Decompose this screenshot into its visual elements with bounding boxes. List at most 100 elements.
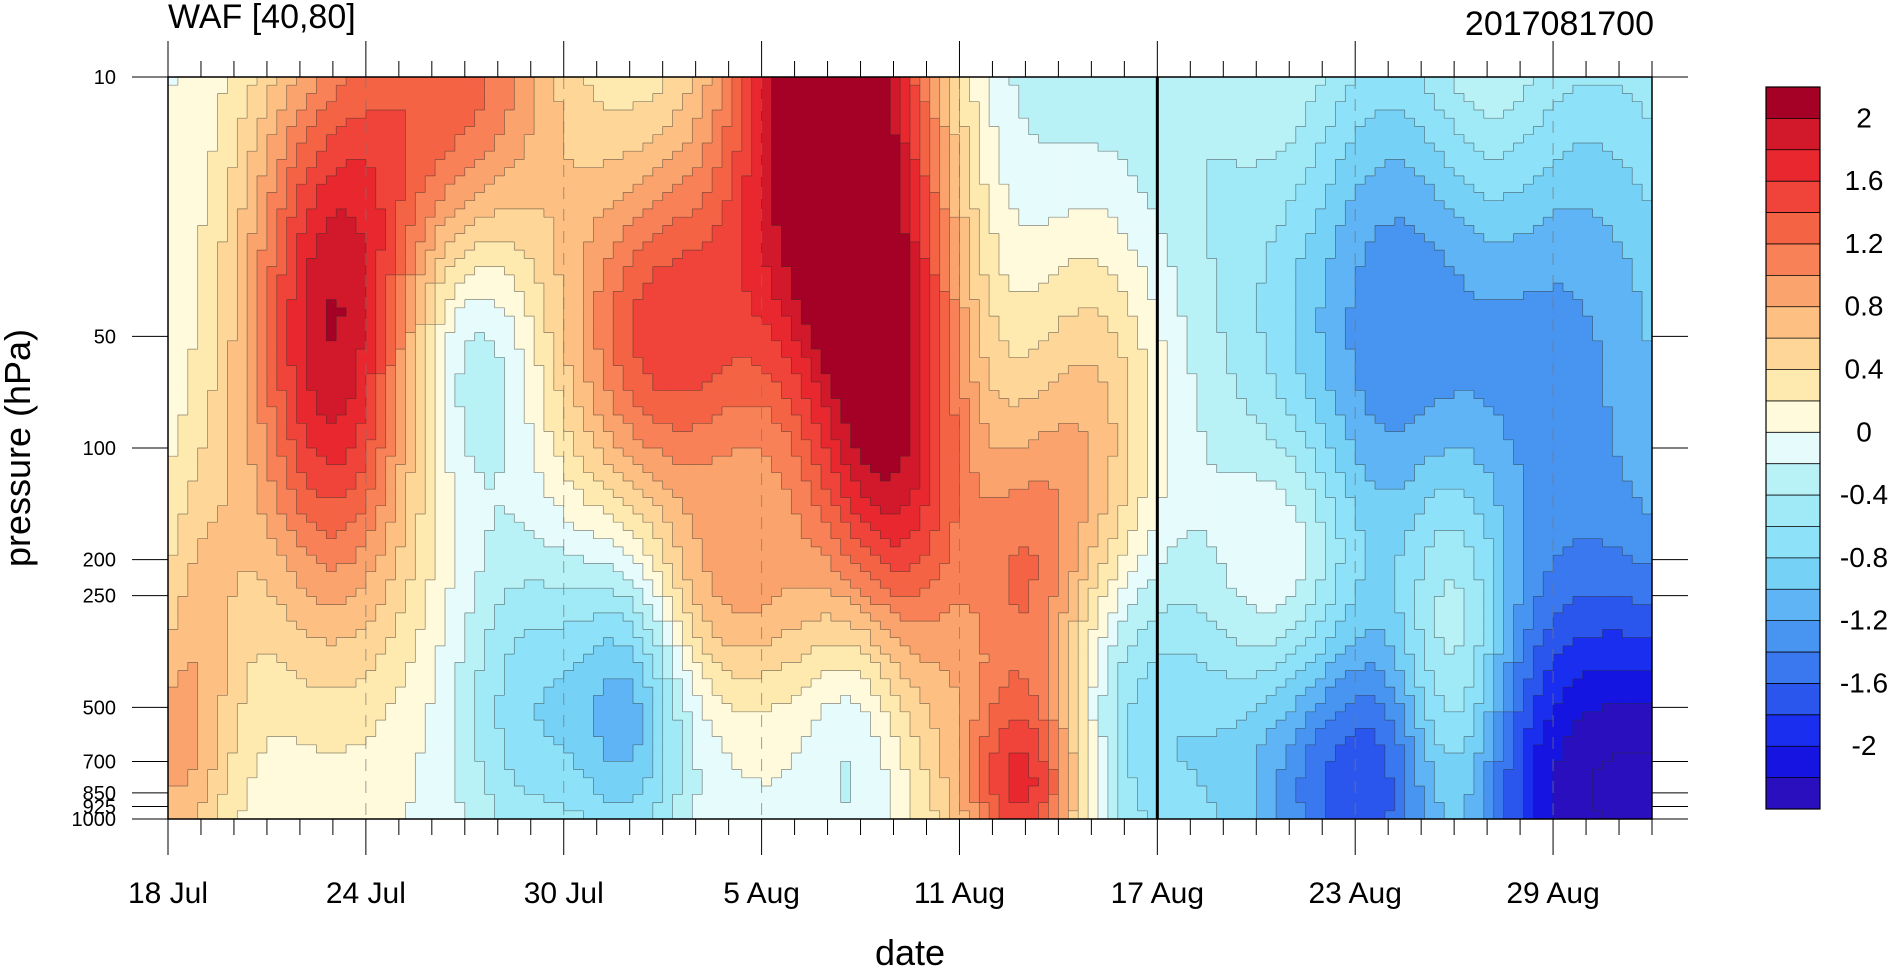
field-cell bbox=[939, 332, 951, 342]
field-cell bbox=[999, 225, 1010, 235]
field-cell bbox=[1493, 126, 1505, 136]
field-cell bbox=[613, 142, 624, 152]
field-cell bbox=[989, 258, 1000, 268]
field-cell bbox=[999, 241, 1010, 251]
field-cell bbox=[1513, 258, 1524, 268]
field-cell bbox=[1582, 307, 1594, 317]
field-cell bbox=[1226, 299, 1238, 309]
field-cell bbox=[959, 258, 970, 268]
field-cell bbox=[1266, 307, 1277, 317]
field-cell bbox=[1414, 217, 1426, 226]
field-cell bbox=[583, 109, 595, 119]
field-cell bbox=[1068, 233, 1079, 243]
field-cell bbox=[276, 200, 288, 210]
field-cell bbox=[1018, 142, 1030, 152]
field-cell bbox=[187, 175, 199, 185]
field-cell bbox=[870, 200, 881, 210]
field-cell bbox=[751, 340, 763, 350]
field-cell bbox=[919, 340, 931, 350]
field-cell bbox=[801, 217, 812, 226]
field-cell bbox=[306, 299, 317, 309]
field-cell bbox=[385, 167, 397, 177]
field-cell bbox=[1038, 241, 1050, 251]
field-cell bbox=[266, 225, 278, 235]
field-cell bbox=[672, 241, 684, 251]
field-cell bbox=[1562, 299, 1574, 309]
field-cell bbox=[1454, 151, 1465, 161]
field-cell bbox=[830, 167, 842, 177]
field-cell bbox=[949, 77, 961, 86]
field-cell bbox=[722, 250, 733, 259]
field-cell bbox=[850, 241, 862, 251]
field-cell bbox=[820, 184, 832, 194]
field-cell bbox=[722, 126, 733, 136]
field-cell bbox=[900, 299, 911, 309]
field-cell bbox=[751, 134, 763, 144]
field-cell bbox=[603, 159, 614, 169]
field-cell bbox=[583, 134, 595, 144]
field-cell bbox=[1622, 266, 1633, 276]
field-cell bbox=[1503, 266, 1515, 276]
field-cell bbox=[979, 159, 990, 169]
field-cell bbox=[484, 340, 496, 350]
field-cell bbox=[1058, 142, 1069, 152]
field-cell bbox=[494, 134, 505, 144]
field-cell bbox=[1582, 77, 1594, 86]
field-cell bbox=[524, 93, 535, 103]
field-cell bbox=[316, 233, 327, 243]
field-cell bbox=[949, 151, 961, 161]
field-cell bbox=[939, 233, 951, 243]
field-cell bbox=[177, 77, 189, 86]
field-cell bbox=[1167, 299, 1178, 309]
field-cell bbox=[751, 101, 763, 111]
field-cell bbox=[474, 307, 486, 317]
field-cell bbox=[613, 324, 624, 334]
field-cell bbox=[1602, 217, 1614, 226]
field-cell bbox=[860, 93, 872, 103]
field-cell bbox=[257, 340, 268, 350]
field-cell bbox=[514, 208, 525, 218]
field-cell bbox=[355, 200, 367, 210]
field-cell bbox=[1167, 291, 1178, 301]
field-cell bbox=[632, 316, 644, 325]
field-cell bbox=[187, 291, 199, 301]
field-cell bbox=[573, 340, 585, 350]
field-cell bbox=[722, 101, 733, 111]
field-cell bbox=[553, 225, 565, 235]
field-cell bbox=[662, 126, 674, 136]
field-cell bbox=[1216, 316, 1228, 325]
field-cell bbox=[1276, 134, 1287, 144]
field-cell bbox=[969, 134, 980, 144]
field-cell bbox=[900, 225, 911, 235]
field-cell bbox=[1493, 332, 1505, 342]
field-cell bbox=[1602, 324, 1614, 334]
field-cell bbox=[553, 233, 565, 243]
field-cell bbox=[1582, 118, 1594, 128]
field-cell bbox=[929, 192, 941, 202]
field-cell bbox=[820, 167, 832, 177]
field-cell bbox=[1028, 159, 1040, 169]
field-cell bbox=[731, 184, 743, 194]
field-cell bbox=[316, 85, 327, 95]
field-cell bbox=[1147, 283, 1158, 292]
field-cell bbox=[1434, 159, 1445, 169]
field-cell bbox=[355, 274, 367, 284]
field-cell bbox=[771, 217, 782, 226]
field-cell bbox=[969, 274, 980, 284]
field-cell bbox=[1335, 175, 1346, 185]
field-cell bbox=[177, 159, 189, 169]
field-cell bbox=[830, 241, 842, 251]
field-cell bbox=[375, 159, 387, 169]
field-cell bbox=[890, 151, 901, 161]
field-cell bbox=[1483, 192, 1495, 202]
field-cell bbox=[1127, 101, 1139, 111]
field-cell bbox=[1365, 266, 1376, 276]
field-cell bbox=[1384, 101, 1396, 111]
field-cell bbox=[1533, 208, 1544, 218]
field-cell bbox=[1503, 93, 1515, 103]
field-cell bbox=[662, 225, 674, 235]
field-cell bbox=[949, 217, 961, 226]
field-cell bbox=[890, 250, 901, 259]
field-cell bbox=[603, 349, 614, 358]
field-cell bbox=[1018, 109, 1030, 119]
